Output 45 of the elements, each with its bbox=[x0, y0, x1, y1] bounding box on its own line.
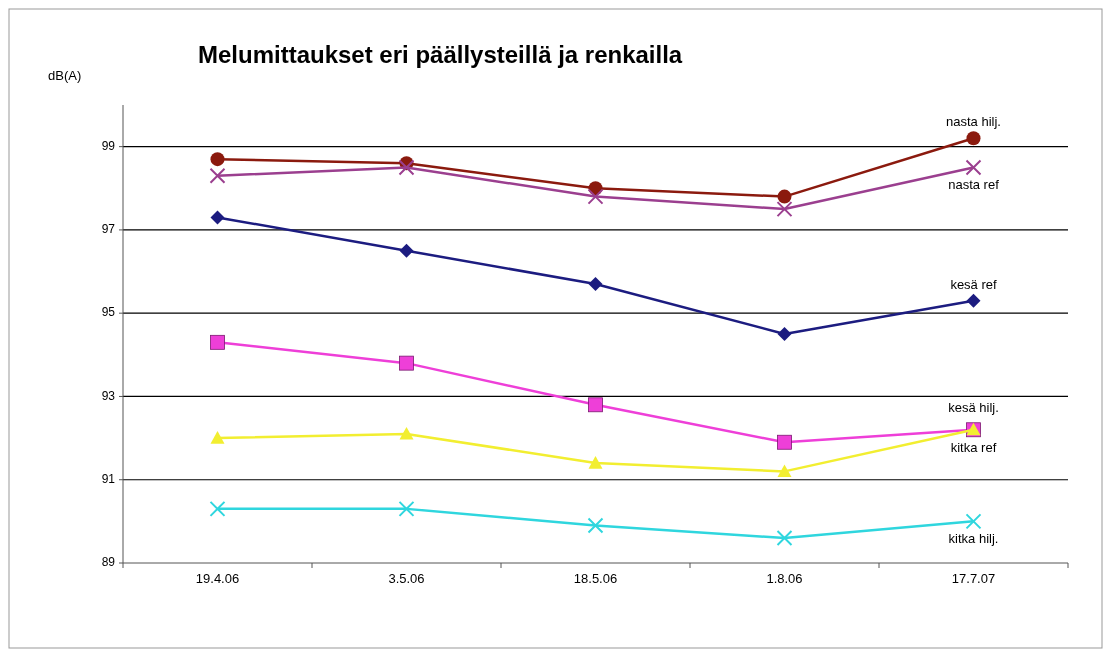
point bbox=[776, 201, 793, 218]
point bbox=[965, 513, 982, 530]
point bbox=[398, 159, 415, 176]
point bbox=[399, 243, 414, 258]
y-tick-label: 93 bbox=[101, 388, 116, 403]
point bbox=[210, 431, 225, 444]
y-tick-label: 91 bbox=[101, 471, 116, 486]
point bbox=[399, 426, 414, 440]
series-label: nasta ref bbox=[948, 177, 1000, 193]
point bbox=[210, 210, 225, 225]
x-tick-label: 3.5.06 bbox=[388, 571, 425, 586]
point bbox=[399, 355, 414, 371]
point bbox=[966, 131, 981, 146]
point bbox=[588, 277, 603, 292]
series-label: kitka ref bbox=[950, 439, 997, 455]
x-tick-label: 17.7.07 bbox=[951, 571, 996, 586]
chart-title: Melumittaukset eri päällysteillä ja renkailla bbox=[198, 41, 683, 68]
y-tick-label: 95 bbox=[101, 305, 116, 320]
x-tick-label: 1.8.06 bbox=[766, 571, 803, 586]
series-label: kesä ref bbox=[950, 276, 998, 292]
series-label: nasta hilj. bbox=[946, 114, 1001, 130]
y-axis-title: dB(A) bbox=[48, 68, 82, 83]
point bbox=[588, 397, 603, 413]
point bbox=[210, 334, 225, 350]
series-label: kesä hilj. bbox=[948, 399, 999, 415]
point bbox=[777, 189, 792, 204]
x-tick-label: 18.5.06 bbox=[573, 571, 618, 586]
point bbox=[966, 293, 981, 308]
y-tick-label: 89 bbox=[101, 555, 116, 570]
point bbox=[587, 517, 604, 534]
series-label: kitka hilj. bbox=[948, 531, 999, 547]
point bbox=[777, 464, 792, 477]
point bbox=[588, 456, 603, 469]
point bbox=[209, 167, 226, 184]
point bbox=[210, 152, 225, 167]
y-tick-label: 99 bbox=[101, 138, 116, 153]
point bbox=[777, 434, 792, 450]
point bbox=[398, 500, 415, 517]
point bbox=[965, 159, 982, 176]
point bbox=[587, 188, 604, 205]
point bbox=[777, 327, 792, 341]
point bbox=[209, 500, 226, 517]
point bbox=[776, 530, 793, 547]
y-tick-label: 97 bbox=[101, 222, 116, 237]
x-tick-label: 19.4.06 bbox=[195, 571, 240, 586]
